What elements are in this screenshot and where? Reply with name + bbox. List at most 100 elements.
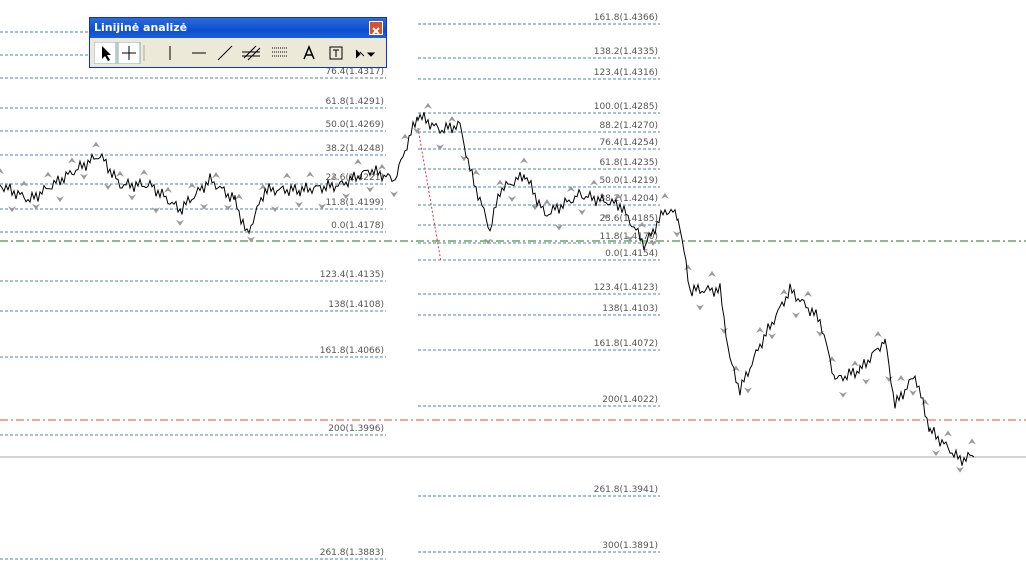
fractal [247, 236, 255, 243]
fractal [684, 264, 692, 271]
fib-label: 261.8(1.3883) [320, 548, 384, 558]
fib-label: 261.8(1.3941) [594, 485, 658, 495]
fractal [661, 192, 669, 199]
fractal [780, 288, 788, 295]
fractal [176, 219, 184, 226]
arrows-icon[interactable] [355, 49, 376, 59]
fib-label: 38.2(1.4204) [599, 194, 658, 204]
fractal [614, 193, 622, 200]
fractal [235, 193, 243, 200]
fractal [92, 141, 100, 148]
fractal [804, 290, 812, 297]
toolbar[interactable]: Linijinė analizė [89, 17, 387, 68]
fractal [128, 194, 136, 201]
fractal [448, 115, 456, 122]
label-icon[interactable] [329, 46, 343, 60]
fractal [567, 185, 575, 192]
fib-label: 100.0(1.4285) [594, 102, 658, 112]
fractal [638, 221, 646, 228]
fractal [756, 326, 764, 333]
fractal [909, 389, 917, 396]
tool-buttons[interactable] [94, 42, 384, 64]
close-button[interactable] [369, 21, 383, 35]
fractal [32, 203, 40, 210]
text-icon[interactable] [303, 45, 315, 60]
fib-label: 200(1.4022) [602, 395, 658, 405]
close-icon [372, 27, 380, 35]
fib-label: 38.2(1.4248) [325, 144, 384, 154]
fractal [851, 360, 859, 367]
fib-label: 200(1.3996) [328, 424, 384, 434]
fractal [897, 375, 905, 382]
fib-label: 300(1.3891) [602, 541, 658, 551]
fib-label: 161.8(1.4366) [594, 13, 658, 23]
fractal [318, 203, 326, 210]
fractal [330, 174, 338, 181]
fractal [792, 312, 800, 319]
fib-label: 138.2(1.4335) [594, 47, 658, 57]
fractal [708, 270, 716, 277]
fractal [543, 199, 551, 206]
fractal [200, 203, 208, 210]
fractals [0, 102, 976, 473]
fib-levels: 76.4(1.4317) 61.8(1.4291) 50.0(1.4269) 38.2… [0, 13, 660, 560]
fractal [401, 133, 409, 140]
fib-label: 23.6(1.4221) [325, 173, 384, 183]
fractal [116, 170, 124, 177]
fib-label: 88.2(1.4270) [599, 121, 658, 131]
fractal [283, 172, 291, 179]
fractal [696, 304, 704, 311]
fractal [944, 430, 952, 437]
fib-label: 0.0(1.4178) [331, 221, 384, 231]
toolbar-title: Linijinė analizė [90, 18, 386, 38]
fractal [520, 157, 528, 164]
fractal [188, 182, 196, 189]
fractal [390, 191, 398, 198]
fib-label: 50.0(1.4269) [325, 120, 384, 130]
fractal [744, 387, 752, 394]
fractal [378, 163, 386, 170]
fib-label: 61.8(1.4291) [325, 97, 384, 107]
fractal [472, 169, 480, 176]
fractal [436, 144, 444, 151]
fractal [354, 158, 362, 165]
fractal [602, 213, 610, 220]
fractal [342, 193, 350, 200]
fractal [0, 168, 4, 174]
label-icon-glyph [333, 49, 339, 57]
fractal [80, 173, 88, 180]
fractal [140, 169, 148, 176]
fib-label: 123.4(1.4316) [594, 68, 658, 78]
fractal [768, 333, 776, 340]
fractal [306, 171, 314, 178]
fractal [932, 450, 940, 457]
fractal [164, 186, 172, 193]
fractal [590, 179, 598, 186]
fractal [956, 466, 964, 473]
fractal [56, 196, 64, 203]
fractal [152, 207, 160, 214]
crosshair-icon [122, 46, 136, 60]
trendline-icon[interactable] [217, 45, 233, 61]
fractal [649, 239, 657, 246]
fractal [484, 238, 492, 245]
fractal [626, 235, 634, 242]
fractal [862, 378, 870, 385]
fractal [921, 399, 929, 406]
channel-icon[interactable] [242, 45, 261, 61]
fractal [720, 327, 728, 334]
fractal [8, 206, 16, 213]
fractal [212, 172, 220, 179]
fib-label: 0.0(1.4154) [605, 249, 658, 259]
fractal [68, 157, 76, 164]
cursor-icon [102, 46, 111, 61]
fractal [555, 224, 563, 231]
fibo-icon[interactable] [272, 47, 288, 57]
fractal [295, 201, 303, 208]
fractal [104, 183, 112, 190]
fib-label: 123.4(1.4123) [594, 283, 658, 293]
fractal [460, 155, 468, 162]
fractal [224, 204, 232, 211]
